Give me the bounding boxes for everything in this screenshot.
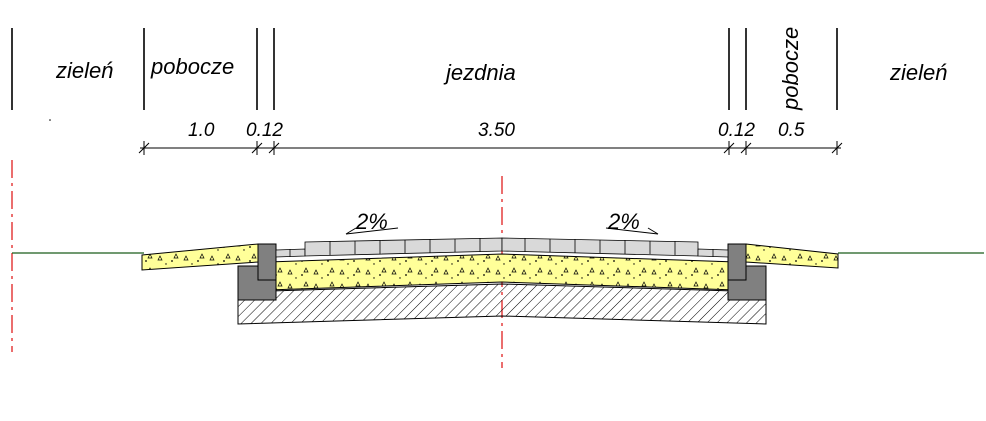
foundation-layer — [237, 283, 767, 325]
left-shoulder-layer — [141, 243, 259, 271]
paving-surface — [275, 237, 729, 258]
zone-label-roadway: jezdnia — [443, 60, 516, 85]
zone-label-right-green: zieleń — [889, 60, 947, 85]
slope-label-left: 2% — [355, 209, 388, 234]
zone-label-right-shoulder: pobocze — [778, 27, 803, 111]
dimension-line — [138, 141, 843, 155]
dim-label-right-shoulder: 0.5 — [778, 120, 805, 141]
zone-label-left-green: zieleń — [55, 58, 113, 83]
dim-label-left-shoulder: 1.0 — [188, 120, 215, 141]
zone-boundaries — [11, 28, 838, 110]
slope-indicator-left: 2% — [345, 209, 399, 235]
stray-dot — [49, 119, 51, 121]
slope-indicator-right: 2% — [605, 209, 659, 235]
dim-label-right-curb: 0.12 — [718, 120, 755, 141]
right-shoulder-layer — [745, 243, 839, 269]
dim-label-left-curb: 0.12 — [246, 120, 283, 141]
left-curb — [237, 243, 277, 301]
dim-label-roadway: 3.50 — [478, 120, 515, 141]
zone-label-left-shoulder: pobocze — [150, 54, 234, 79]
